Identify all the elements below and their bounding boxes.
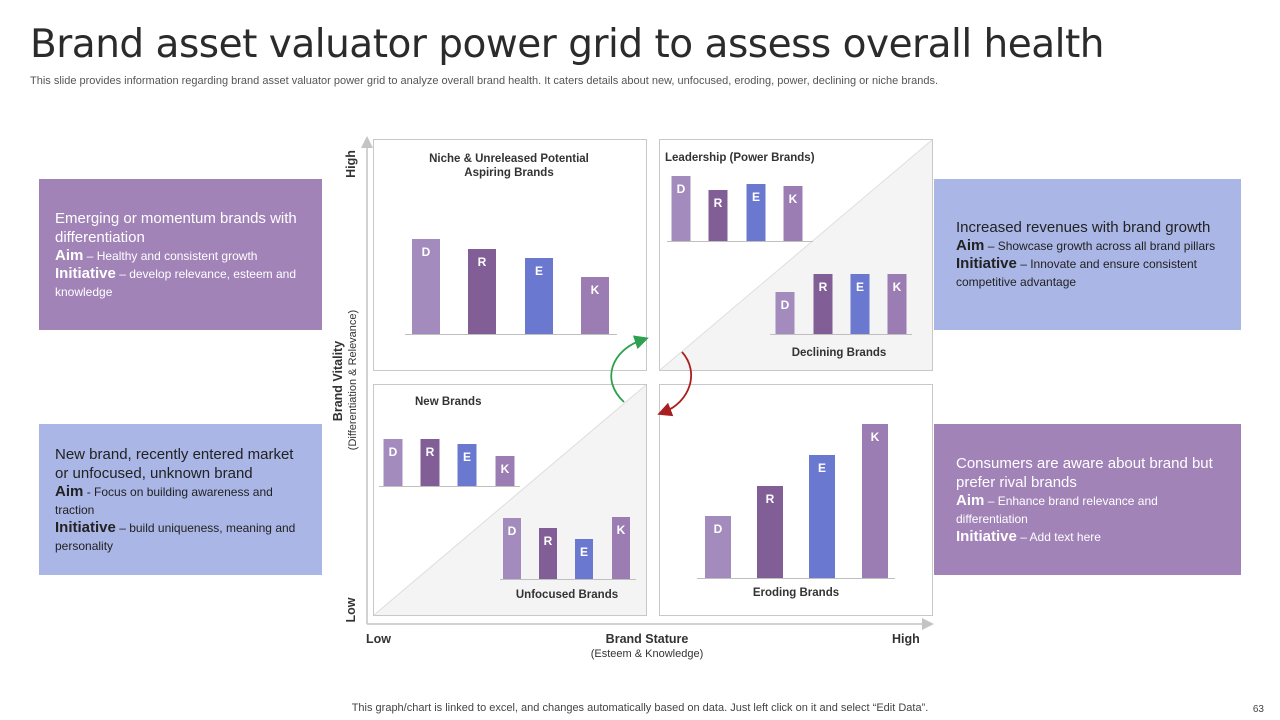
y-axis-subtitle: (Differentiation & Relevance) <box>347 309 359 451</box>
bar-label-d: D <box>677 182 686 196</box>
bar-d <box>412 239 440 334</box>
bar-d <box>775 292 795 334</box>
bar-label-k: K <box>789 192 798 206</box>
y-axis-low: Low <box>344 597 358 623</box>
y-axis-title: Brand Vitality <box>331 340 345 422</box>
bar-label-e: E <box>535 264 543 278</box>
box-aim: Aim – Enhance brand relevance and differ… <box>956 491 1158 526</box>
box-heading: Increased revenues with brand growth <box>956 219 1211 236</box>
box-initiative: Initiative – build uniqueness, meaning a… <box>55 518 296 553</box>
bar-label-e: E <box>856 280 864 294</box>
bar-k <box>495 456 515 486</box>
bar-d <box>705 516 731 578</box>
chart-title-new: New Brands <box>415 396 482 408</box>
chart-title-leadership: Leadership (Power Brands) <box>665 152 815 164</box>
chart-title-eroding: Eroding Brands <box>752 587 840 599</box>
bar-label-k: K <box>501 462 510 476</box>
bar-d <box>671 176 691 241</box>
page-title: Brand asset valuator power grid to asses… <box>30 22 1105 67</box>
bar-r <box>708 190 728 241</box>
bar-e <box>850 274 870 334</box>
bar-r <box>539 528 557 579</box>
chart-title-unfocused: Unfocused Brands <box>515 589 619 601</box>
bar-label-k: K <box>617 523 626 537</box>
box-aim: Aim – Showcase growth across all brand p… <box>956 237 1216 254</box>
bar-k <box>862 424 888 578</box>
x-axis-subtitle: (Esteem & Knowledge) <box>590 648 704 660</box>
box-heading: Emerging or momentum brands with differe… <box>55 209 297 246</box>
bar-label-r: R <box>544 534 553 548</box>
box-initiative: Initiative – develop relevance, esteem a… <box>55 264 296 299</box>
bar-label-r: R <box>426 445 435 459</box>
bar-e <box>809 455 835 578</box>
bar-k <box>783 186 803 241</box>
y-axis-high: High <box>344 150 358 178</box>
bar-d <box>503 518 521 579</box>
box-heading: Consumers are aware about brand but pref… <box>956 454 1213 491</box>
bar-r <box>420 439 440 486</box>
x-axis-title: Brand Stature <box>605 632 689 646</box>
bar-k <box>581 277 609 334</box>
box-top-left: Emerging or momentum brands with differe… <box>39 179 322 330</box>
bar-label-r: R <box>478 255 487 269</box>
bar-label-d: D <box>508 524 517 538</box>
bar-label-d: D <box>389 445 398 459</box>
bar-e <box>575 539 593 579</box>
x-axis-low: Low <box>366 632 391 646</box>
bar-label-r: R <box>714 196 723 210</box>
bar-label-r: R <box>819 280 828 294</box>
bar-k <box>612 517 630 579</box>
box-initiative: Initiative – Add text here <box>956 527 1101 545</box>
bar-label-e: E <box>752 190 760 204</box>
bar-label-k: K <box>871 430 880 444</box>
bar-label-e: E <box>463 450 471 464</box>
bar-label-d: D <box>422 245 431 259</box>
bar-e <box>746 184 766 241</box>
bar-label-k: K <box>893 280 902 294</box>
bar-d <box>383 439 403 486</box>
bar-label-d: D <box>781 298 790 312</box>
box-aim: Aim - Focus on building awareness and tr… <box>55 482 273 517</box>
bar-e <box>457 444 477 486</box>
page-number: 63 <box>1252 704 1264 715</box>
chart-title-declining: Declining Brands <box>791 347 887 359</box>
box-bottom-right: Consumers are aware about brand but pref… <box>934 424 1241 575</box>
bar-k <box>887 274 907 334</box>
bar-r <box>757 486 783 578</box>
bar-r <box>468 249 496 334</box>
bar-e <box>525 258 553 334</box>
bar-label-d: D <box>714 522 723 536</box>
bar-label-r: R <box>766 492 775 506</box>
x-axis-high: High <box>892 632 920 646</box>
bar-r <box>813 274 833 334</box>
box-initiative: Initiative – Innovate and ensure consist… <box>956 255 1197 289</box>
box-heading: New brand, recently entered market or un… <box>55 445 294 482</box>
box-aim: Aim – Healthy and consistent growth <box>55 246 258 264</box>
bar-label-e: E <box>580 545 588 559</box>
page-subtitle: This slide provides information regardin… <box>30 75 939 87</box>
bar-label-k: K <box>591 283 600 297</box>
box-bottom-left: New brand, recently entered market or un… <box>39 424 322 575</box>
chart-title-niche: Niche & Unreleased Potential Aspiring Br… <box>429 153 589 179</box>
footer-note: This graph/chart is linked to excel, and… <box>351 702 929 714</box>
bar-label-e: E <box>818 461 826 475</box>
box-top-right: Increased revenues with brand growth Aim… <box>934 179 1241 330</box>
